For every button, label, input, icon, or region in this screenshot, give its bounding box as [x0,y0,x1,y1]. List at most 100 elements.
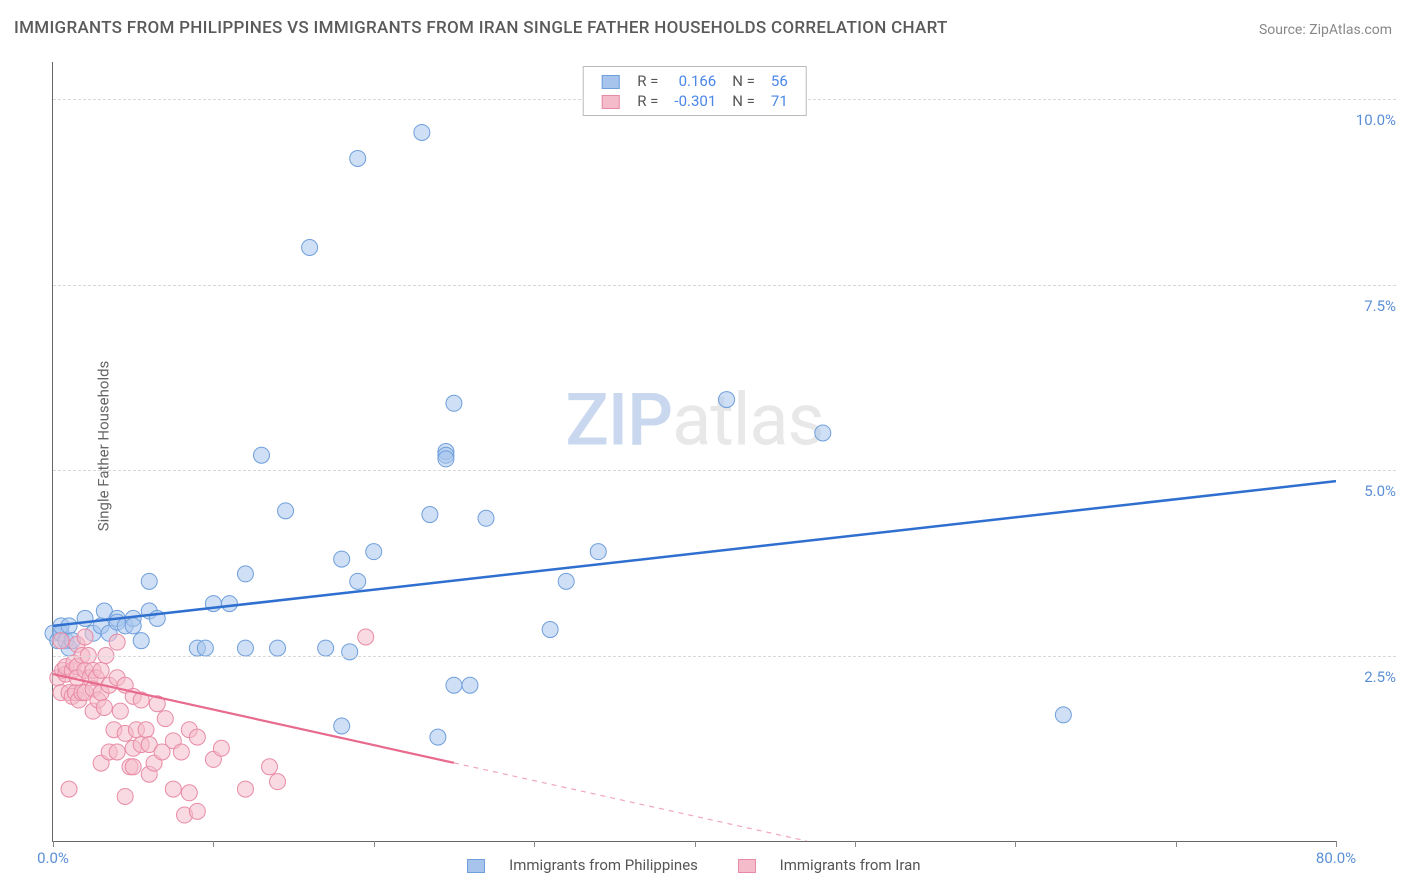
data-point [446,395,462,411]
data-point [74,685,90,701]
data-point [133,692,149,708]
data-point [53,633,69,649]
x-tick [213,841,214,847]
data-point [88,670,104,686]
legend-r-label: R = [629,91,666,111]
data-point [350,150,366,166]
data-point [117,677,133,693]
data-point [366,544,382,560]
data-point [237,566,253,582]
data-point [154,744,170,760]
watermark-atlas: atlas [672,378,824,463]
data-point [109,634,125,650]
data-point [302,239,318,255]
data-point [61,685,77,701]
data-point [66,655,82,671]
data-point [422,507,438,523]
data-point [64,662,80,678]
data-point [318,640,334,656]
data-point [205,751,221,767]
data-point [558,573,574,589]
source-link[interactable]: ZipAtlas.com [1309,22,1392,38]
data-point [64,688,80,704]
data-point [181,785,197,801]
legend-swatch [601,75,619,89]
data-point [69,659,85,675]
x-tick [855,841,856,847]
data-point [133,633,149,649]
data-point [165,733,181,749]
gridline [53,285,1396,286]
series-legend-label: Immigrants from Philippines [509,856,698,874]
data-point [438,447,454,463]
data-point [53,685,69,701]
data-point [253,447,269,463]
data-point [262,759,278,775]
data-point [133,737,149,753]
legend-swatch [467,859,485,873]
legend-n-label: N = [724,91,763,111]
data-point [50,670,66,686]
data-point [117,725,133,741]
x-tick [534,841,535,847]
data-point [85,662,101,678]
data-point [77,685,93,701]
data-point [462,677,478,693]
data-point [69,670,85,686]
correlation-legend: R =0.166N =56R =-0.301N =71 [582,66,807,116]
data-point [173,744,189,760]
data-point [85,703,101,719]
data-point [106,722,122,738]
legend-r-label: R = [629,71,666,91]
data-point [542,622,558,638]
regression-line [53,674,454,763]
data-point [101,677,117,693]
correlation-legend-table: R =0.166N =56R =-0.301N =71 [593,71,796,111]
data-point [96,603,112,619]
data-point [237,781,253,797]
data-point [101,744,117,760]
data-point [141,766,157,782]
data-point [149,696,165,712]
x-tick [695,841,696,847]
chart-area: ZIPatlas R =0.166N =56R =-0.301N =71 2.5… [52,62,1336,842]
data-point [125,759,141,775]
data-point [165,781,181,797]
y-tick-label: 10.0% [1340,111,1396,129]
watermark: ZIPatlas [565,378,823,463]
data-point [334,718,350,734]
data-point [205,596,221,612]
scatter-overlay [53,62,1336,841]
data-point [58,633,74,649]
data-point [109,670,125,686]
data-point [213,740,229,756]
legend-n-value: 56 [763,71,796,91]
data-point [125,618,141,634]
data-point [815,425,831,441]
data-point [438,451,454,467]
data-point [71,692,87,708]
x-tick [53,841,54,847]
data-point [58,666,74,682]
x-tick [374,841,375,847]
data-point [112,703,128,719]
y-tick-label: 7.5% [1340,297,1396,315]
y-tick-label: 2.5% [1340,668,1396,686]
data-point [350,573,366,589]
data-point [141,573,157,589]
data-point [478,510,494,526]
data-point [109,614,125,630]
data-point [125,610,141,626]
gridline [53,656,1396,657]
data-point [77,610,93,626]
data-point [77,662,93,678]
data-point [128,722,144,738]
x-tick [1015,841,1016,847]
data-point [189,803,205,819]
gridline [53,470,1396,471]
data-point [90,692,106,708]
data-point [85,681,101,697]
data-point [93,685,109,701]
chart-title: IMMIGRANTS FROM PHILIPPINES VS IMMIGRANT… [14,18,948,38]
data-point [590,544,606,560]
